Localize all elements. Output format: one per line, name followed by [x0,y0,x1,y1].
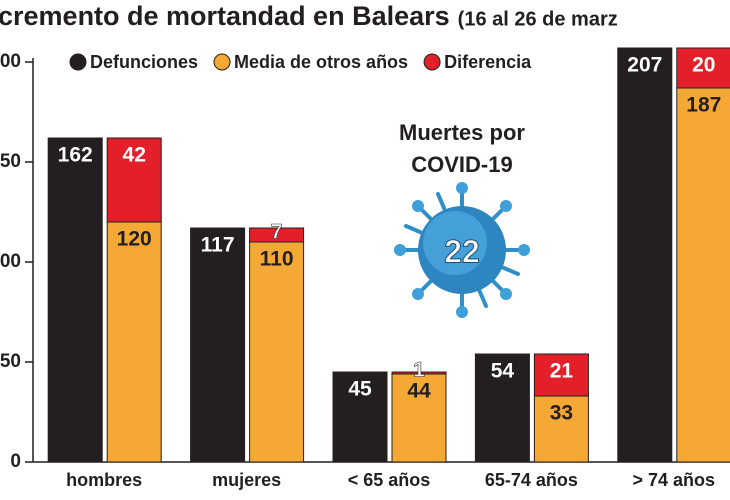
value-label: 21 [550,360,574,383]
y-tick-label: 0 [10,451,21,472]
legend-marker [423,53,441,71]
legend-marker [69,53,87,71]
value-label: 207 [627,54,662,77]
bar [617,47,673,463]
value-label: 187 [686,94,721,117]
virus-icon [394,182,530,318]
bar [474,353,530,463]
bar [106,221,162,463]
covid-deaths: 22 [444,233,480,269]
bar [106,137,162,223]
chart-title: cremento de mortandad en Balears [0,1,450,31]
annotation: COVID-19 [411,152,512,177]
value-label: 20 [692,54,715,77]
value-label: 54 [491,360,515,383]
bar [676,87,730,463]
legend-label: Media de otros años [234,52,408,72]
x-tick-label: mujeres [212,470,281,490]
bar [249,227,305,243]
chart-subtitle: (16 al 26 de marz [458,8,618,30]
value-label: 120 [117,228,152,251]
bar [676,47,730,89]
bar [533,395,589,463]
value-label: 33 [550,402,573,425]
x-tick-label: < 65 años [348,470,431,490]
value-label: 7 [271,221,283,244]
x-tick-label: 65-74 años [485,470,578,490]
bar [533,353,589,397]
bar [47,137,103,463]
y-tick-label: 50 [0,151,21,172]
value-label: 1 [413,359,425,382]
y-tick-label: 00 [0,251,21,272]
bar [391,373,447,463]
legend-marker [213,53,231,71]
value-label: 110 [260,248,294,271]
bar [190,227,246,463]
y-tick-label: 50 [0,351,21,372]
bar [332,371,388,463]
bar [391,371,447,375]
value-label: 117 [201,234,235,257]
value-label: 45 [348,378,372,401]
legend-label: Diferencia [444,52,532,72]
x-tick-label: > 74 años [633,470,716,490]
y-tick-label: 00 [0,51,21,72]
value-label: 44 [407,380,431,403]
value-label: 162 [58,144,93,167]
legend-label: Defunciones [90,52,198,72]
annotation: Muertes por [399,120,525,145]
x-tick-label: hombres [66,470,142,490]
value-label: 42 [123,144,146,167]
bar [249,241,305,463]
